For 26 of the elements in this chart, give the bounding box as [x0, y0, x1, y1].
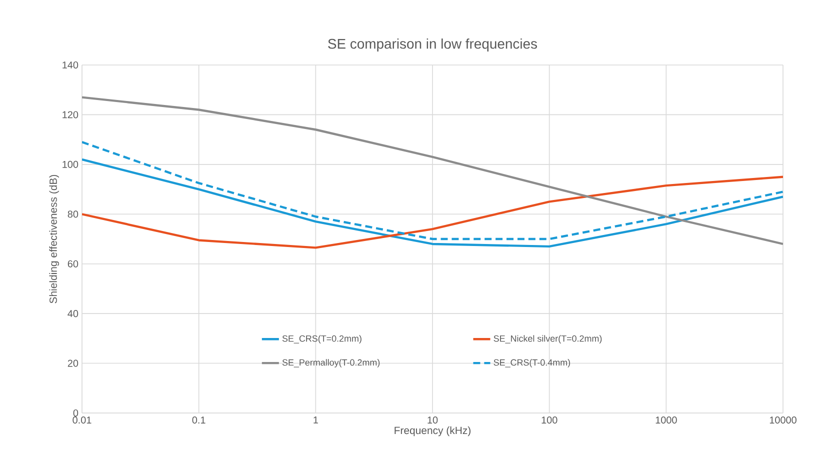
legend-label: SE_Permalloy(T-0.2mm)	[282, 359, 380, 368]
y-tick-label: 80	[68, 210, 78, 218]
y-tick-label: 100	[62, 160, 78, 168]
x-tick-label: 10	[428, 416, 438, 424]
x-tick-label: 0.1	[192, 416, 206, 424]
legend-label: SE_CRS(T=0.2mm)	[282, 335, 362, 344]
x-tick-label: 100	[542, 416, 558, 424]
y-tick-label: 120	[62, 111, 78, 118]
x-tick-label: 1	[314, 416, 318, 424]
x-tick-label: 1000	[656, 416, 677, 424]
y-tick-label: 60	[68, 260, 78, 268]
x-axis-title: Frequency (kHz)	[394, 426, 470, 436]
y-tick-label: 20	[68, 360, 78, 367]
line-series	[82, 176, 784, 249]
y-tick-label: 0	[73, 409, 78, 417]
chart-title: SE comparison in low frequencies	[328, 38, 537, 52]
line-series	[82, 140, 784, 240]
y-axis-title: Shielding effectiveness (dB)	[49, 174, 59, 304]
y-tick-label: 140	[62, 61, 78, 69]
legend-label: SE_CRS(T-0.4mm)	[494, 359, 570, 368]
line-series	[82, 96, 784, 246]
line-series	[82, 158, 784, 248]
x-tick-label: 10000	[770, 416, 796, 424]
x-tick-label: 0.01	[72, 416, 92, 424]
y-tick-label: 40	[68, 310, 78, 318]
legend-label: SE_Nickel silver(T=0.2mm)	[494, 335, 602, 344]
